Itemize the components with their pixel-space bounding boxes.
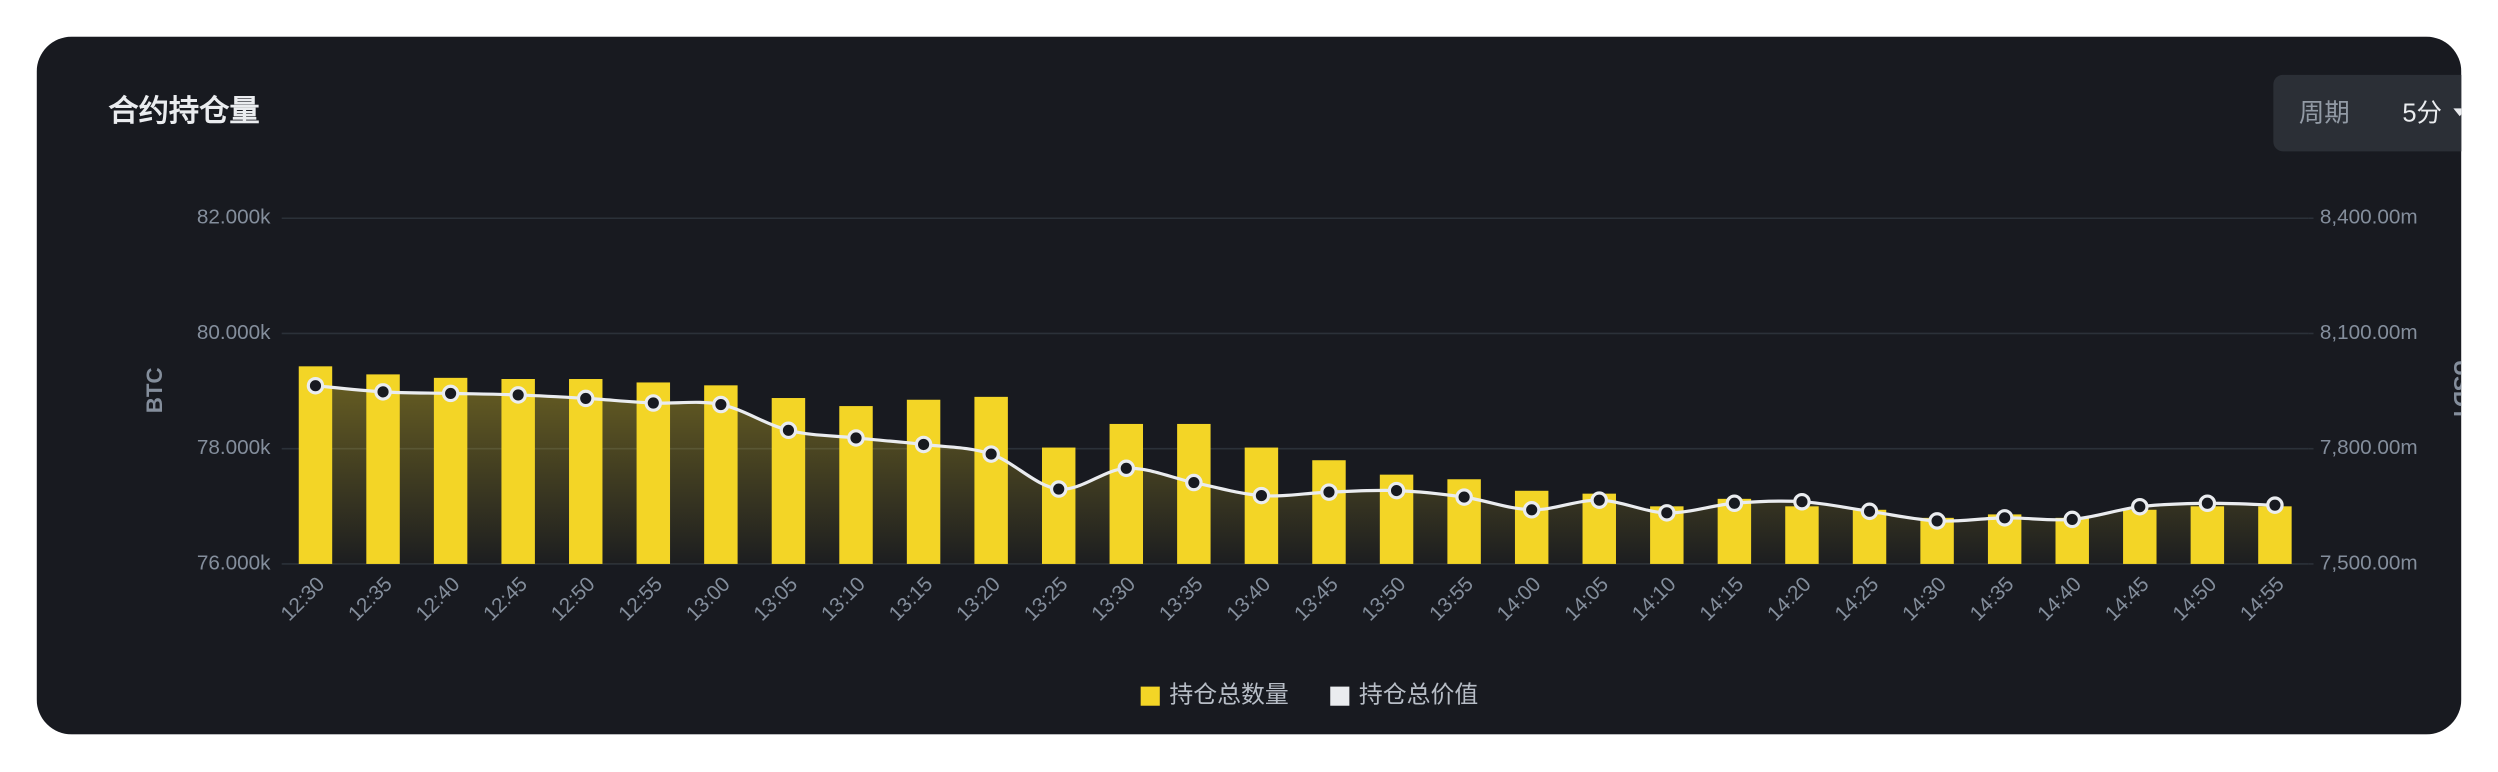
line-point	[1793, 492, 1811, 511]
card-title: 合约持仓量	[108, 94, 259, 128]
line-area	[315, 385, 2275, 564]
dropdown-arrow[interactable]	[2453, 108, 2466, 117]
y-tick-label: 76.000k	[197, 551, 271, 574]
line-point	[1320, 483, 1338, 501]
line-point	[576, 389, 595, 408]
line-point	[1725, 494, 1744, 513]
line-point	[914, 435, 933, 454]
legend-swatch	[1330, 686, 1350, 706]
line-point	[1860, 502, 1879, 521]
line-point	[1387, 481, 1406, 500]
line-point	[1995, 509, 2014, 527]
line-point	[374, 383, 392, 401]
line-point	[1658, 504, 1676, 522]
line-point	[712, 395, 730, 414]
period-label: 周期	[2299, 99, 2350, 127]
line-point	[2063, 510, 2081, 529]
card	[36, 36, 2462, 735]
line-point	[441, 384, 460, 403]
line-point	[1455, 488, 1473, 506]
line-point	[1928, 512, 1946, 530]
line-point	[2266, 496, 2284, 514]
line-point	[982, 445, 1000, 463]
line-point	[847, 429, 865, 447]
line-point	[2131, 497, 2149, 516]
line-point	[1117, 459, 1136, 478]
line-point	[1049, 480, 1068, 498]
y-tick-label: 78.000k	[197, 436, 271, 459]
line-point	[1252, 486, 1271, 505]
legend-swatch	[1140, 686, 1160, 706]
y2-tick-label: 7,500.00m	[2320, 551, 2418, 574]
y2-axis-title: USDT	[2449, 360, 2474, 421]
line-point	[509, 386, 527, 404]
period-value[interactable]: 5分	[2402, 99, 2442, 127]
y-tick-label: 82.000k	[197, 206, 271, 229]
y-axis-title: BTC	[142, 367, 167, 413]
period-selector[interactable]	[2273, 74, 2496, 152]
line-point	[644, 394, 663, 412]
y-tick-label: 80.000k	[197, 321, 271, 344]
line-point	[1590, 491, 1609, 509]
line-point	[2198, 494, 2217, 513]
y2-tick-label: 7,800.00m	[2320, 436, 2418, 459]
y2-tick-label: 8,100.00m	[2320, 321, 2418, 344]
legend-label: 持仓总数量	[1169, 681, 1288, 708]
line-point	[306, 376, 325, 395]
line-point	[779, 421, 798, 440]
line-point	[1185, 473, 1203, 492]
legend-label: 持仓总价值	[1359, 681, 1478, 708]
line-point	[1522, 501, 1541, 519]
y2-tick-label: 8,400.00m	[2320, 206, 2418, 229]
